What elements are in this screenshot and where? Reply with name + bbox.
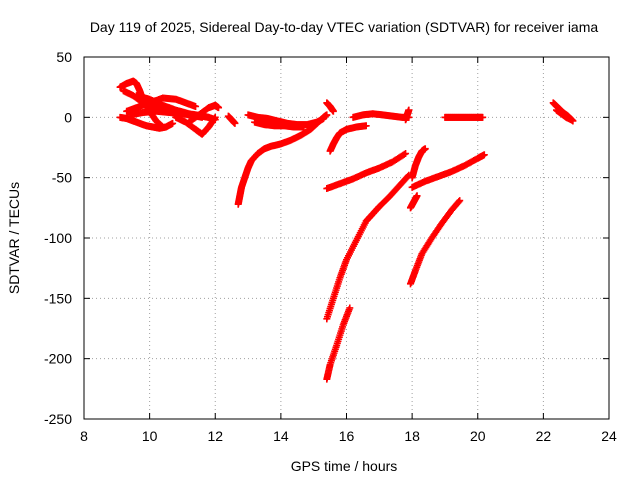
- x-axis-label: GPS time / hours: [291, 458, 398, 474]
- y-tick-label: 0: [64, 109, 72, 125]
- x-tick-label: 18: [404, 428, 420, 444]
- data-point: [211, 113, 219, 121]
- x-tick-label: 20: [470, 428, 486, 444]
- y-tick-label: -100: [44, 230, 72, 246]
- x-tick-label: 24: [601, 428, 617, 444]
- data-point: [362, 122, 370, 130]
- data-series-1: [116, 113, 177, 132]
- x-tick-label: 22: [536, 428, 552, 444]
- data-point: [159, 123, 167, 131]
- x-tick-label: 16: [339, 428, 355, 444]
- data-point: [567, 116, 575, 124]
- data-series-12: [251, 118, 308, 131]
- data-series-18: [323, 171, 413, 323]
- axis-ticks: [83, 56, 610, 420]
- data-point: [323, 111, 331, 119]
- data-point: [400, 150, 408, 158]
- data-series-26: [553, 106, 575, 124]
- x-tick-label: 12: [207, 428, 223, 444]
- x-tick-label: 14: [273, 428, 289, 444]
- data-point: [329, 107, 337, 115]
- data-series-9: [224, 112, 239, 127]
- data-series-23: [406, 197, 464, 288]
- x-tick-label: 10: [142, 428, 158, 444]
- data-point: [456, 197, 464, 205]
- data-series-21: [408, 145, 429, 182]
- data-series-20: [406, 192, 421, 212]
- y-tick-label: -150: [44, 290, 72, 306]
- data-point: [346, 304, 354, 312]
- data-series-8: [185, 101, 223, 126]
- y-tick-label: -200: [44, 351, 72, 367]
- y-axis-label: SDTVAR / TECUs: [6, 182, 22, 294]
- y-tick-label: -50: [52, 170, 72, 186]
- data-series-17: [323, 150, 410, 193]
- y-tick-label: -250: [44, 411, 72, 427]
- x-tick-label: 8: [80, 428, 88, 444]
- data-point: [413, 192, 421, 200]
- data-point: [320, 115, 328, 123]
- data-point: [479, 113, 487, 121]
- data-point: [402, 150, 410, 158]
- y-tick-label: 50: [56, 49, 72, 65]
- data-series-16: [402, 106, 413, 124]
- data-point: [405, 106, 413, 114]
- data-point: [300, 123, 308, 131]
- data-series-24: [441, 113, 487, 121]
- data-point: [169, 119, 177, 127]
- data-point: [231, 119, 239, 127]
- data-point: [421, 145, 429, 153]
- y-tick-labels: 50 0 -50 -100 -150 -200 -250: [44, 49, 72, 427]
- data-series-13: [323, 99, 337, 115]
- data-point: [215, 104, 223, 112]
- x-tick-labels: 8 10 12 14 16 18 20 22 24: [80, 428, 617, 444]
- data-points: [116, 77, 577, 383]
- data-series-22: [408, 151, 488, 191]
- data-point: [205, 113, 213, 121]
- data-point: [480, 151, 488, 159]
- chart-title: Day 119 of 2025, Sidereal Day-to-day VTE…: [90, 19, 599, 35]
- data-point: [455, 198, 463, 206]
- data-series-19: [323, 304, 354, 383]
- data-series-14: [326, 122, 370, 155]
- data-point: [192, 102, 200, 110]
